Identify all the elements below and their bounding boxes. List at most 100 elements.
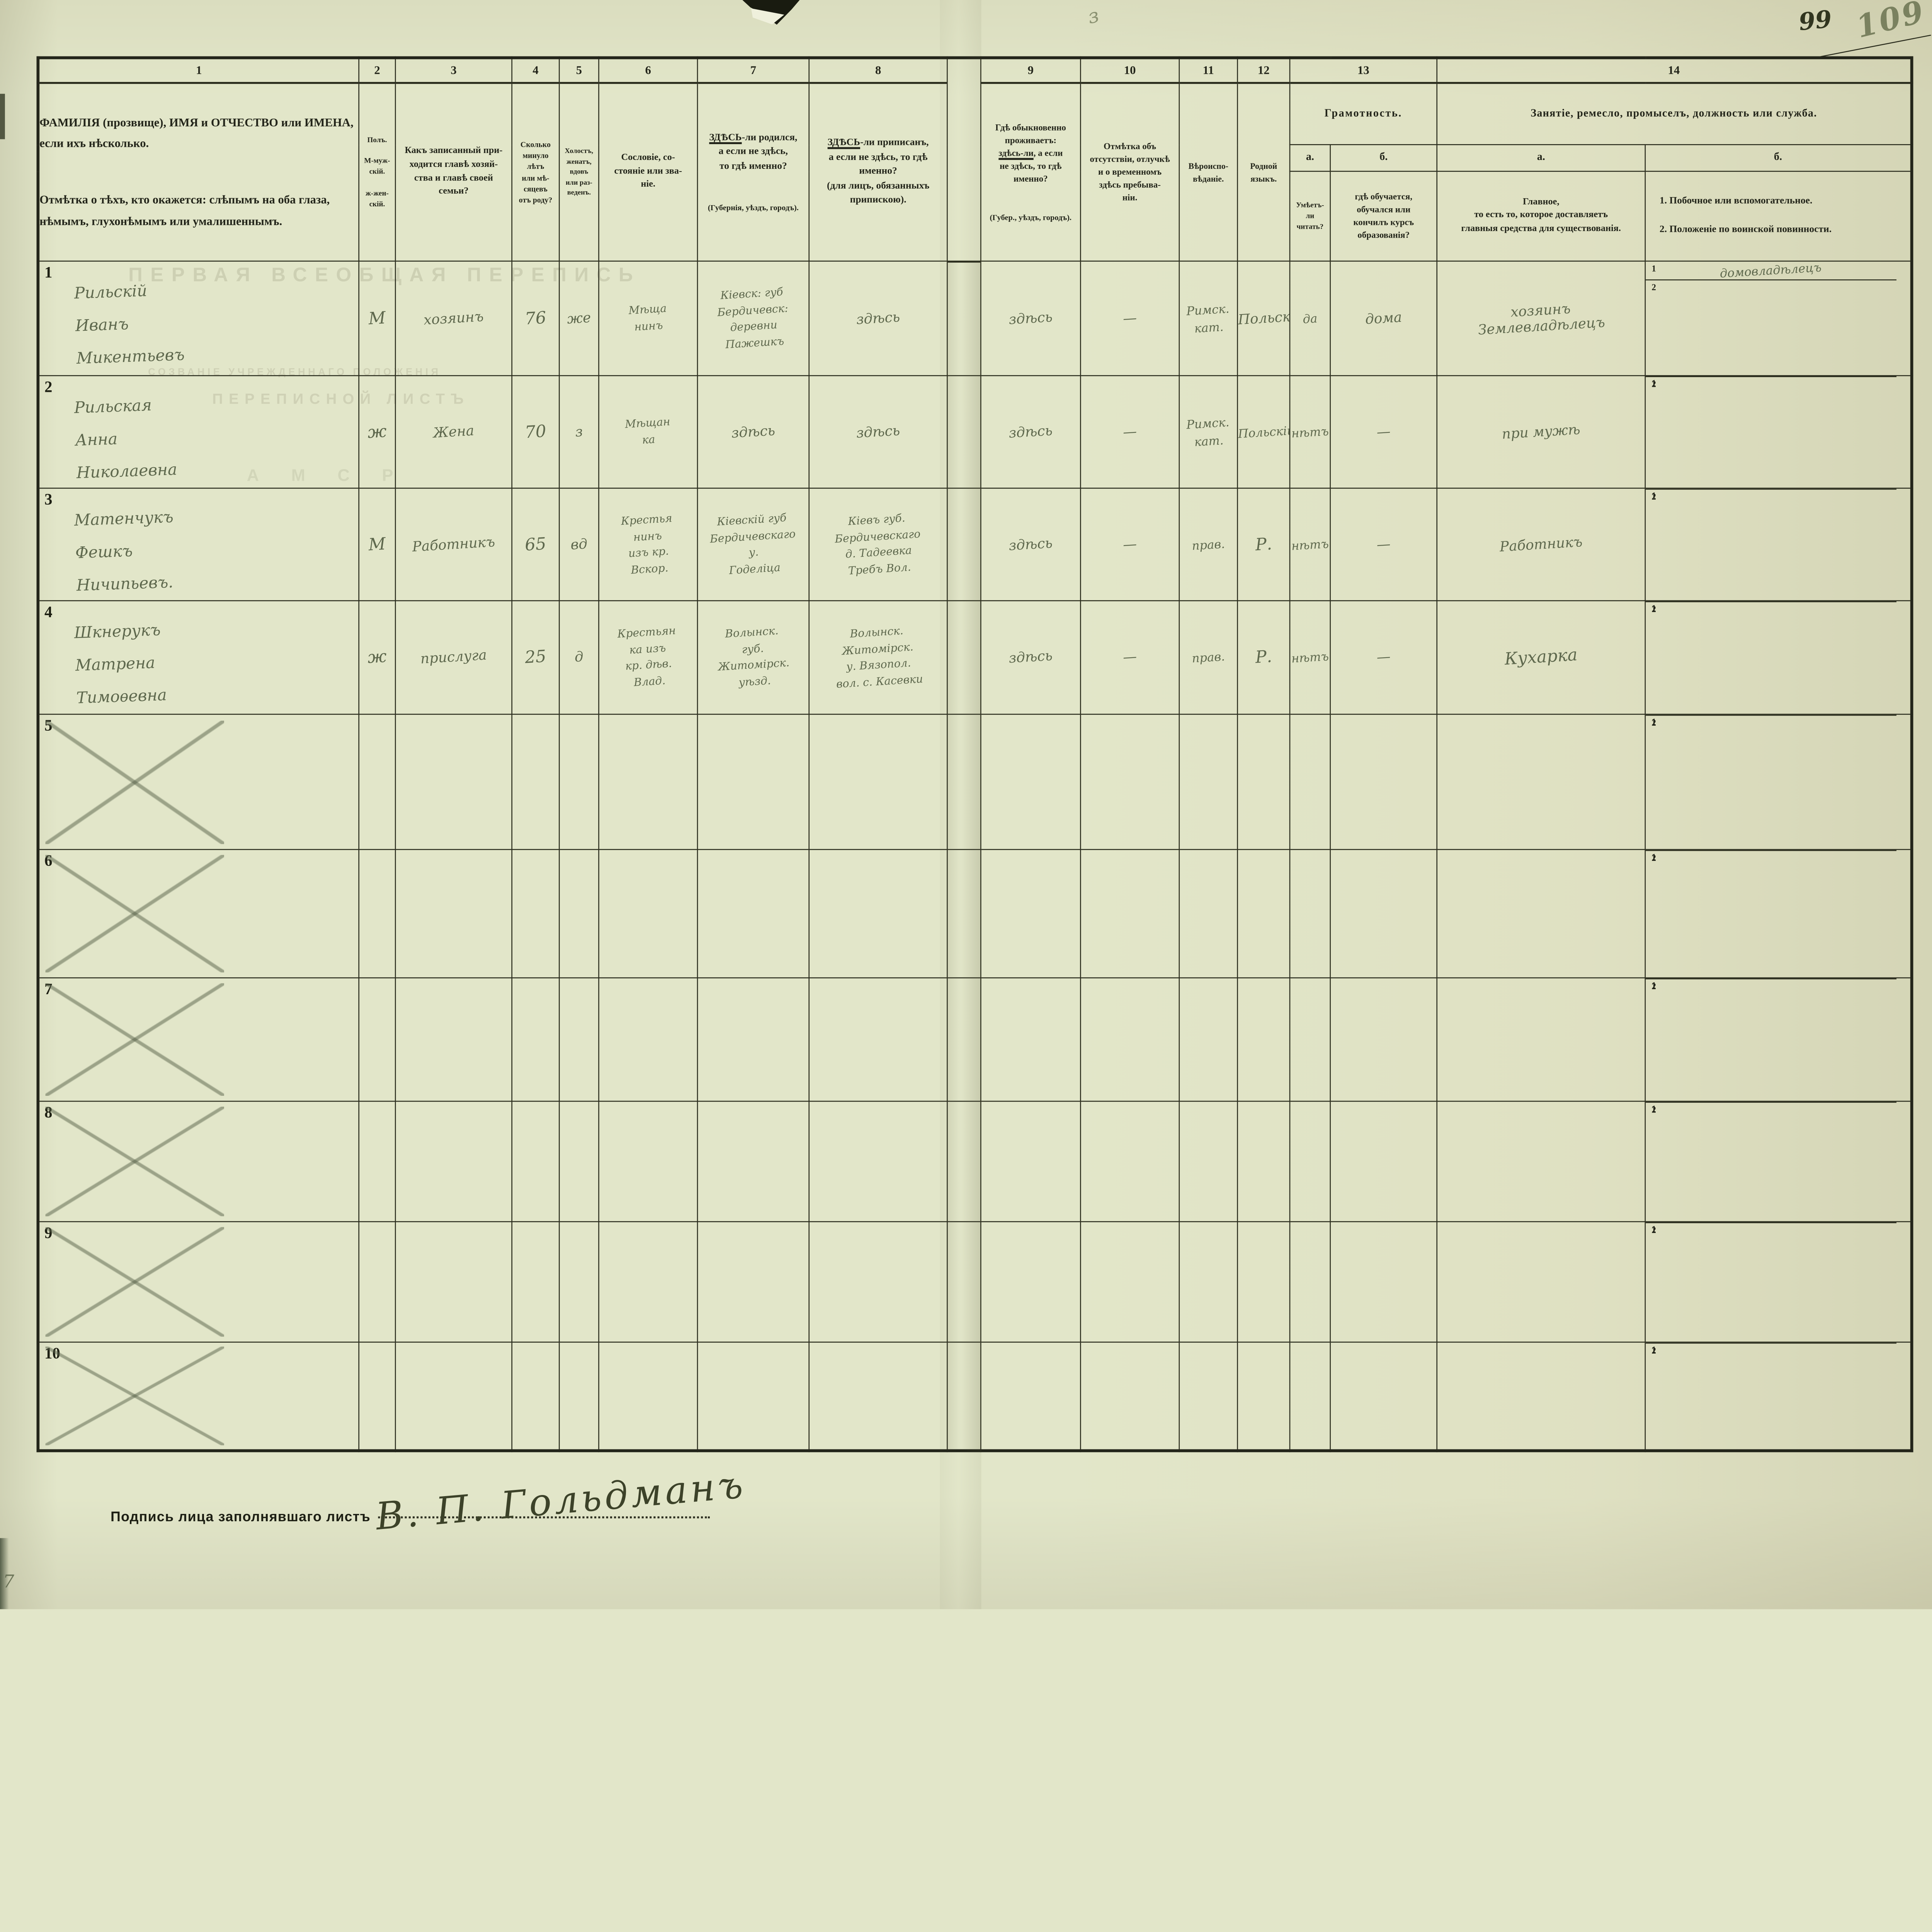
- cell-estate: [598, 1342, 698, 1452]
- header-marital: Холостъ, женатъ, вдовъ или раз- веденъ.: [559, 82, 599, 262]
- sub-col-a: а.: [1289, 144, 1331, 172]
- cell-absence: —: [1080, 260, 1180, 376]
- header-residence: Гдѣ обыкновенно проживаетъ: здѣсь-ли, а …: [980, 82, 1081, 262]
- cell-relation: [395, 714, 513, 850]
- entry-name: Матенчукъ Фешкъ Ничипьевъ.: [74, 507, 174, 595]
- cell-estate: Мѣща нинъ: [598, 260, 698, 376]
- cell-literacy-where: [1330, 1221, 1437, 1343]
- cell-occupation-side: 1 2: [1645, 1221, 1912, 1343]
- cell-age: [511, 714, 560, 850]
- header-name-note: Отмѣтка о тѣхъ, кто окажется: слѣпымъ на…: [39, 193, 330, 228]
- cell-residence: [980, 1101, 1081, 1223]
- cell-birthplace: Волынск. губ. Житомірск. уѣзд.: [697, 600, 810, 715]
- cell-marital: [559, 1342, 599, 1452]
- header-sex: Полъ. М-муж- скій. ж-жен- скій.: [358, 82, 396, 262]
- cell-registration: [808, 1221, 948, 1343]
- entry-religion: Римск. кат.: [1186, 301, 1230, 335]
- side-occupation-1: 1: [1646, 979, 1897, 990]
- cell-occupation-main: [1436, 1221, 1646, 1343]
- cell-surname: 9: [37, 1221, 359, 1343]
- col-number: 8: [808, 57, 948, 84]
- cell-fold-gap: [947, 849, 981, 979]
- cell-age: [511, 1101, 560, 1223]
- cell-estate: Мѣщан ка: [598, 375, 698, 489]
- cell-sex: [358, 977, 396, 1102]
- cell-literacy-where: [1330, 714, 1437, 850]
- cell-absence: [1080, 977, 1180, 1102]
- col-number: 6: [598, 57, 698, 84]
- cell-residence: здѣсь: [980, 260, 1081, 376]
- entry-relation: хозяинъ: [423, 309, 484, 328]
- header-relation: Какъ записанный при- ходится главѣ хозяй…: [395, 82, 513, 262]
- cell-sex: [358, 1101, 396, 1223]
- header-name-main: ФАМИЛІЯ (прозвище), ИМЯ и ОТЧЕСТВО или И…: [39, 115, 354, 150]
- table-row: 9 1 2: [37, 1221, 1912, 1343]
- side-occupation-1: 1 домовладѣлецъ: [1646, 262, 1897, 281]
- cell-sex: ж: [358, 600, 396, 715]
- cell-occupation-side: 1 домовладѣлецъ 2: [1645, 260, 1912, 376]
- cell-registration: [808, 977, 948, 1102]
- header-absence: Отмѣтка объ отсутствіи, отлучкѣ и о врем…: [1080, 82, 1180, 262]
- cell-residence: [980, 977, 1081, 1102]
- cell-relation: [395, 849, 513, 979]
- cell-religion: [1179, 1221, 1238, 1343]
- cell-language: [1237, 1101, 1291, 1223]
- cell-registration: [808, 1101, 948, 1223]
- cell-relation: Работникъ: [395, 488, 513, 602]
- cell-literacy-read: [1289, 714, 1331, 850]
- cell-literacy-where: [1330, 1342, 1437, 1452]
- cell-occupation-main: при мужѣ: [1436, 375, 1646, 489]
- row-number: 4: [44, 604, 53, 621]
- table-row: 1 Рильскій Иванъ Микентьевъ М хозяинъ 76 …: [37, 260, 1912, 376]
- col-number: 12: [1237, 57, 1291, 84]
- col-number: 10: [1080, 57, 1180, 84]
- cell-registration: [808, 1342, 948, 1452]
- cell-relation: [395, 1221, 513, 1343]
- cell-absence: [1080, 1342, 1180, 1452]
- cell-occupation-side: 1 2: [1645, 375, 1912, 489]
- table-row: 5 1 2: [37, 714, 1912, 850]
- cell-residence: здѣсь: [980, 488, 1081, 602]
- cell-sex: М: [358, 260, 396, 376]
- cell-surname: 6: [37, 849, 359, 979]
- table-row: 7 1 2: [37, 977, 1912, 1102]
- cell-birthplace: [697, 849, 810, 979]
- col-number: 5: [559, 57, 599, 84]
- cell-religion: прав.: [1179, 600, 1238, 715]
- cell-literacy-where: —: [1330, 600, 1437, 715]
- cell-occupation-main: [1436, 849, 1646, 979]
- header-name: ФАМИЛІЯ (прозвище), ИМЯ и ОТЧЕСТВО или И…: [37, 82, 359, 262]
- column-number-row: 1 2 3 4 5 6 7 8 9 10 11 12 13 14: [37, 57, 1912, 262]
- entry-literacy-read: да: [1302, 311, 1318, 326]
- side-occupation-1: 1: [1646, 715, 1897, 727]
- cell-language: Р.: [1237, 600, 1291, 715]
- cell-religion: [1179, 977, 1238, 1102]
- cell-literacy-where: [1330, 1101, 1437, 1223]
- cell-birthplace: [697, 1101, 810, 1223]
- cell-literacy-read: [1289, 1342, 1331, 1452]
- header-registration: ЗДѢСЬ-ли приписанъ, а если не здѣсь, то …: [808, 82, 948, 262]
- cell-literacy-read: да: [1289, 260, 1331, 376]
- cell-occupation-main: хозяинъ Землевладѣлецъ: [1436, 260, 1646, 376]
- entry-residence: здѣсь: [1008, 309, 1053, 328]
- cell-birthplace: [697, 1342, 810, 1452]
- table-row: 2 Рильская Анна Николаевна ж Жена 70 з Мѣ…: [37, 375, 1912, 489]
- cell-age: [511, 1342, 560, 1452]
- enumerator-signature: В. П. Гольдманъ: [374, 1463, 748, 1539]
- cell-language: [1237, 977, 1291, 1102]
- cell-marital: д: [559, 600, 599, 715]
- signature-block: Подпись лица заполнявшаго листъ В. П. Го…: [111, 1463, 747, 1539]
- cell-absence: [1080, 1101, 1180, 1223]
- cell-registration: Кіевъ губ. Бердичевскаго д. Тадеевка Тре…: [808, 488, 948, 602]
- cell-language: Польск.: [1237, 260, 1291, 376]
- row-number: 1: [44, 265, 53, 282]
- sub-col-a: а.: [1436, 144, 1646, 172]
- cell-language: Р.: [1237, 488, 1291, 602]
- cell-residence: [980, 714, 1081, 850]
- cell-religion: [1179, 1342, 1238, 1452]
- cell-literacy-where: [1330, 849, 1437, 979]
- cell-fold-gap: [947, 1342, 981, 1452]
- row-number: 3: [44, 492, 53, 509]
- crossout-mark: [46, 855, 224, 973]
- cell-absence: [1080, 849, 1180, 979]
